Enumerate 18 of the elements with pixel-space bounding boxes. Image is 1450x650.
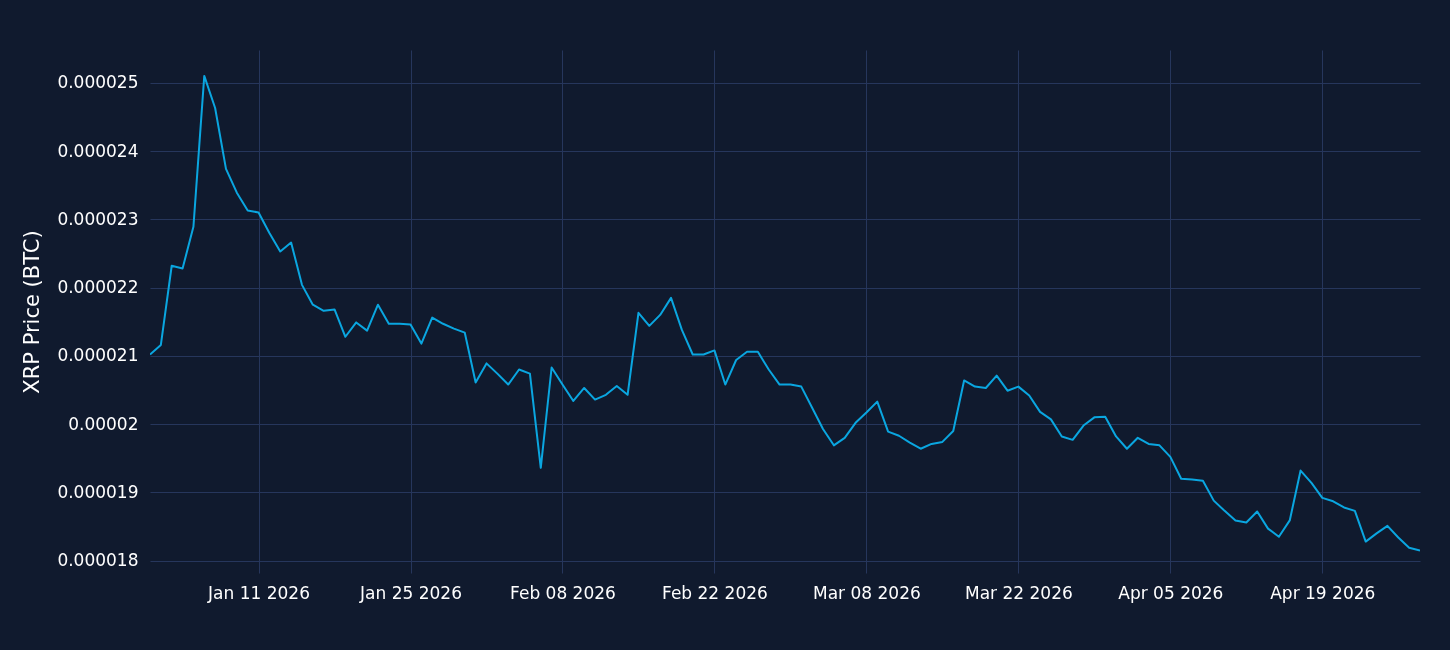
- y-tick-label: 0.000019: [57, 481, 139, 502]
- x-tick-label: Apr 19 2026: [1270, 582, 1376, 603]
- y-tick-label: 0.000021: [57, 345, 139, 366]
- line-series: [150, 74, 1420, 552]
- x-tick-label: Feb 22 2026: [662, 582, 768, 603]
- y-tick-label: 0.00002: [68, 413, 139, 434]
- x-tick-label: Jan 25 2026: [359, 582, 462, 603]
- x-tick-label: Feb 08 2026: [510, 582, 616, 603]
- y-tick-label: 0.000018: [57, 550, 139, 571]
- y-tick-label: 0.000025: [57, 72, 139, 93]
- y-tick-label: 0.000023: [57, 208, 139, 229]
- x-tick-label: Apr 05 2026: [1118, 582, 1224, 603]
- y-tick-label: 0.000022: [57, 277, 139, 298]
- x-tick-label: Mar 08 2026: [813, 582, 921, 603]
- x-tick-label: Mar 22 2026: [964, 582, 1073, 603]
- y-axis-title: XRP Price (BTC): [20, 230, 45, 394]
- y-tick-label: 0.000024: [57, 140, 139, 161]
- x-tick-label: Jan 11 2026: [207, 582, 311, 603]
